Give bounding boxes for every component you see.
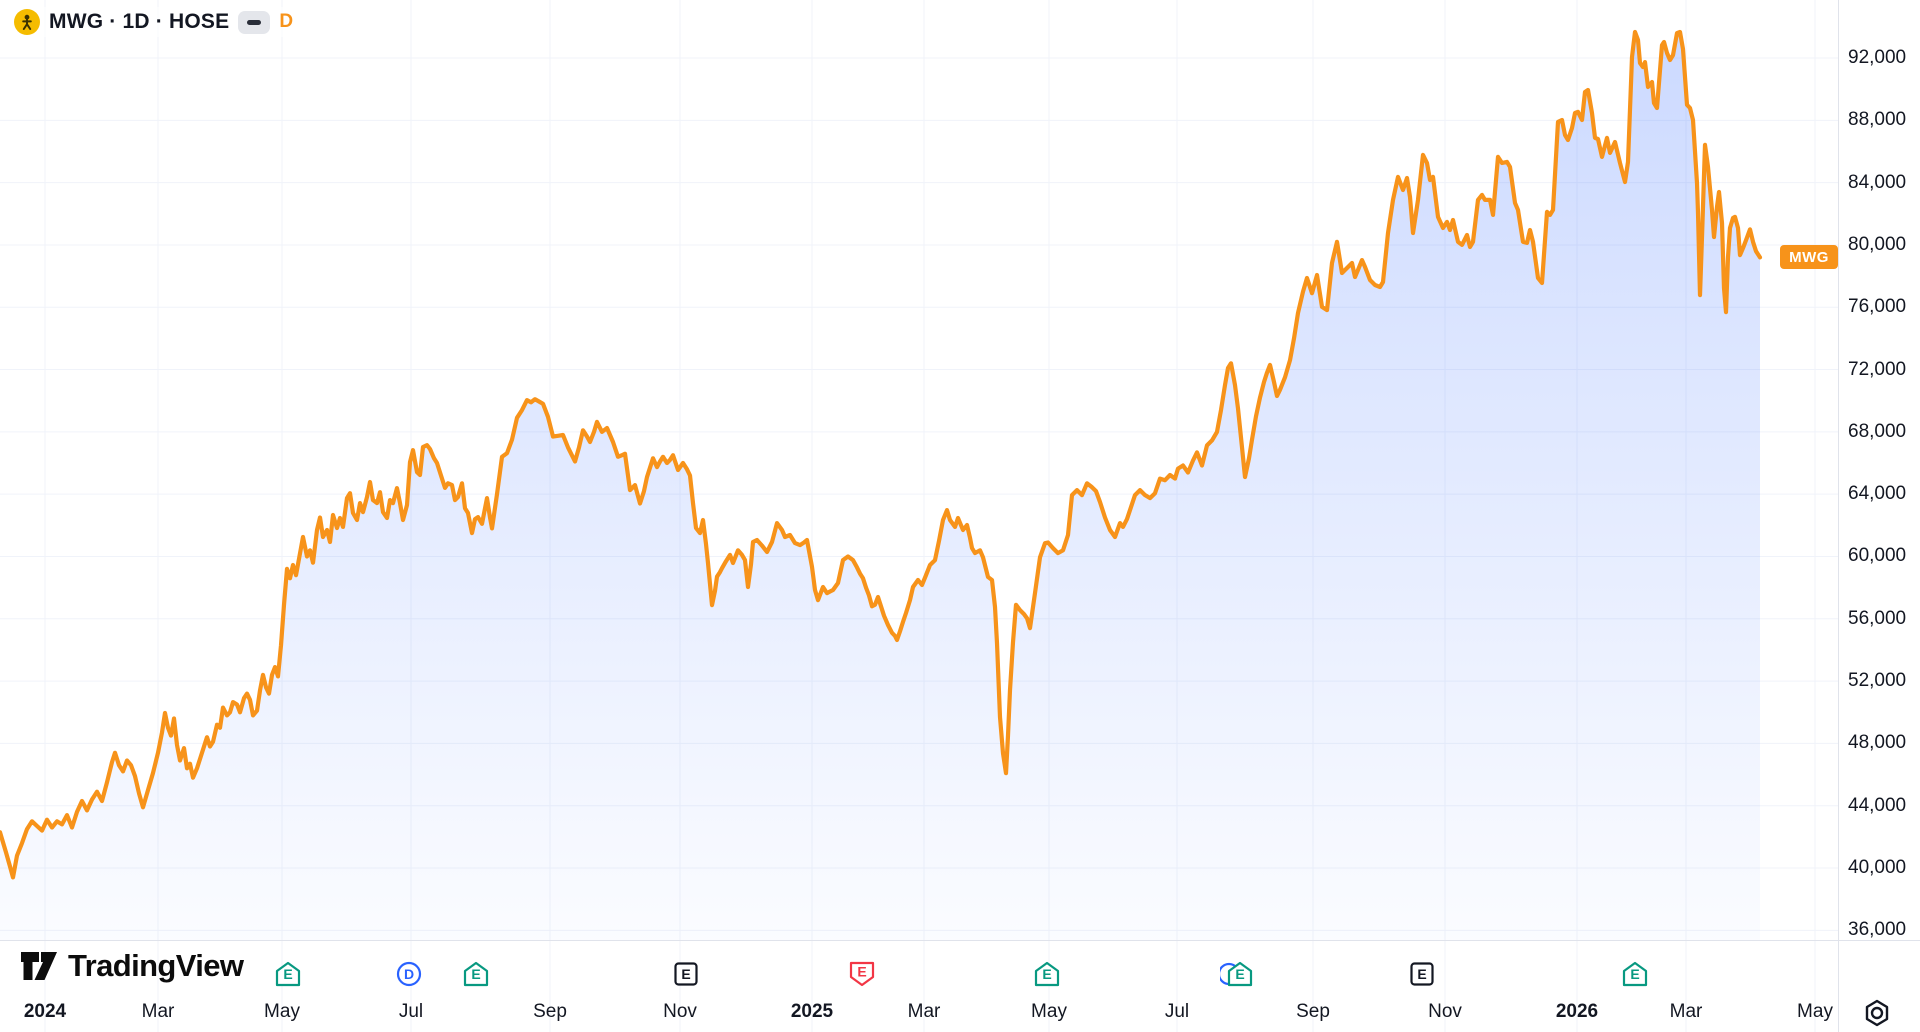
earnings-icon: E (1034, 961, 1060, 987)
adjustment-toggle[interactable]: D (279, 11, 294, 32)
month-tick-label: Nov (663, 1001, 697, 1022)
earnings-badge[interactable]: E (463, 961, 489, 992)
tradingview-logo[interactable]: TradingView (20, 948, 244, 984)
svg-text:E: E (1630, 966, 1639, 982)
svg-text:E: E (681, 966, 690, 982)
price-tick-label: 60,000 (1848, 545, 1907, 567)
month-tick-label: Jul (398, 1001, 424, 1022)
dividend-icon: D (396, 961, 422, 987)
price-tick-label: 84,000 (1848, 171, 1907, 193)
price-tick-label: 36,000 (1848, 919, 1907, 941)
price-tick-label: 52,000 (1848, 670, 1907, 692)
price-tick-label: 88,000 (1848, 109, 1907, 131)
earnings-icon: E (674, 962, 698, 986)
price-tick-label: 48,000 (1848, 732, 1907, 754)
svg-text:E: E (283, 966, 292, 982)
price-tick-label: 56,000 (1848, 607, 1907, 629)
dividend-earnings-badge[interactable]: E (1217, 961, 1253, 992)
month-tick-label: May (1797, 1001, 1833, 1022)
area-fill (0, 32, 1760, 940)
month-tick-label: May (264, 1001, 300, 1022)
earnings-badge[interactable]: E (1034, 961, 1060, 992)
price-tick-label: 92,000 (1848, 47, 1907, 69)
symbol-legend[interactable]: MWG · 1D · HOSE D (12, 7, 300, 37)
svg-text:E: E (857, 964, 866, 980)
svg-text:D: D (404, 966, 414, 982)
price-tick-label: 68,000 (1848, 420, 1907, 442)
event-badge-row: E D E E E E (0, 961, 1920, 991)
dividend-badge[interactable]: D (396, 961, 422, 992)
tradingview-mark-icon (21, 952, 57, 980)
price-line-series (0, 29, 1763, 880)
tradingview-wordmark: TradingView (68, 948, 244, 983)
price-tick-label: 76,000 (1848, 296, 1907, 318)
earnings-badge[interactable]: E (673, 961, 699, 992)
earnings-icon: E (1410, 962, 1434, 986)
symbol-title[interactable]: MWG · 1D · HOSE (49, 10, 230, 33)
svg-text:E: E (1417, 966, 1426, 982)
month-tick-label: May (1031, 1001, 1067, 1022)
time-axis[interactable]: 2024 Mar May Jul Sep Nov 2025 Mar May Jul Sep Nov 20… (0, 1001, 1920, 1029)
year-tick-label: 2025 (790, 1001, 834, 1022)
settings-icon[interactable] (1861, 997, 1893, 1029)
month-tick-label: Mar (907, 1001, 941, 1022)
price-tick-label: 64,000 (1848, 483, 1907, 505)
last-price-label: MWG (1780, 245, 1838, 270)
svg-text:E: E (471, 966, 480, 982)
dividend-earnings-icon: E (1217, 961, 1252, 987)
month-tick-label: Jul (1164, 1001, 1190, 1022)
earnings-badge[interactable]: E (849, 961, 875, 992)
month-tick-label: Mar (1669, 1001, 1703, 1022)
earnings-badge[interactable]: E (1622, 961, 1648, 992)
earnings-icon: E (463, 961, 489, 987)
price-tick-label: 40,000 (1848, 857, 1907, 879)
month-tick-label: Sep (1296, 1001, 1330, 1022)
interval-pill[interactable] (238, 10, 271, 34)
earnings-badge[interactable]: E (275, 961, 301, 992)
symbol-logo-icon (14, 9, 40, 35)
month-tick-label: Mar (141, 1001, 175, 1022)
price-axis[interactable]: 92,000 88,000 84,000 80,000 76,000 72,000 68,0… (1839, 0, 1920, 940)
price-tick-label: 72,000 (1848, 358, 1907, 380)
minus-dash-icon (247, 19, 262, 25)
year-tick-label: 2026 (1555, 1001, 1599, 1022)
earnings-badge[interactable]: E (1409, 961, 1435, 992)
svg-text:E: E (1235, 966, 1244, 982)
year-tick-label: 2024 (23, 1001, 67, 1022)
earnings-icon: E (849, 961, 875, 987)
price-tick-label: 80,000 (1848, 233, 1907, 255)
earnings-icon: E (275, 961, 301, 987)
month-tick-label: Nov (1428, 1001, 1462, 1022)
price-tick-label: 44,000 (1848, 794, 1907, 816)
svg-text:E: E (1042, 966, 1051, 982)
month-tick-label: Sep (533, 1001, 567, 1022)
earnings-icon: E (1622, 961, 1648, 987)
